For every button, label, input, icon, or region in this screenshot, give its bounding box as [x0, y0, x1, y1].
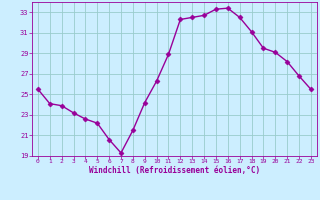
X-axis label: Windchill (Refroidissement éolien,°C): Windchill (Refroidissement éolien,°C) — [89, 166, 260, 175]
